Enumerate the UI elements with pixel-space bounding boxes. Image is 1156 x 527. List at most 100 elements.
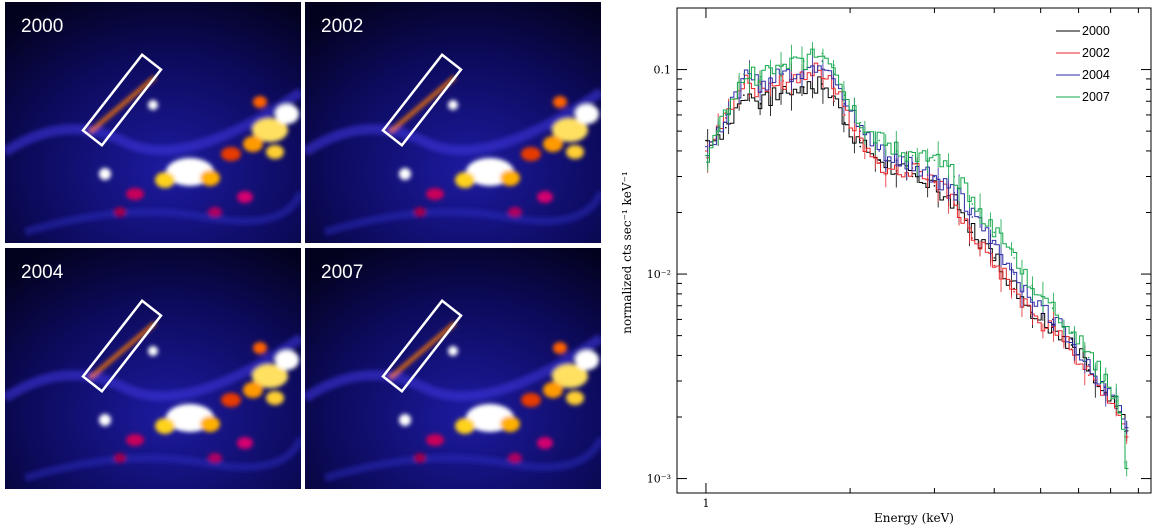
data-point <box>1070 331 1073 333</box>
legend: 2000 2002 2004 2007 <box>1056 24 1110 104</box>
y-tick-label: 10⁻² <box>647 268 671 281</box>
data-point <box>1087 364 1090 366</box>
data-point <box>1124 461 1126 464</box>
image-panel-2004: 2004 <box>5 248 301 489</box>
series-2000 <box>705 74 1129 442</box>
region-box <box>81 53 163 147</box>
data-point <box>743 73 745 75</box>
series-2007 <box>705 41 1129 477</box>
xray-image-2000 <box>5 2 301 243</box>
data-point <box>782 64 785 67</box>
legend-label-2000: 2000 <box>1082 24 1110 38</box>
data-point <box>724 114 727 116</box>
series-2004 <box>705 50 1129 434</box>
data-point <box>1013 290 1015 293</box>
data-point <box>933 185 936 187</box>
data-point <box>705 150 707 152</box>
x-tick-label: 1 <box>702 497 709 510</box>
series-layer <box>705 41 1129 477</box>
data-point <box>705 145 707 148</box>
panel-label-2007: 2007 <box>321 262 364 283</box>
data-point <box>895 150 898 152</box>
data-point <box>1013 273 1015 275</box>
data-point <box>911 162 914 164</box>
x-axis-label: Energy (keV) <box>874 511 954 525</box>
panel-label-2000: 2000 <box>21 16 64 37</box>
data-point <box>1115 411 1118 414</box>
data-point <box>895 172 898 175</box>
data-point <box>1087 356 1090 359</box>
data-point <box>953 203 956 205</box>
data-point <box>782 80 785 82</box>
data-point <box>759 103 762 105</box>
data-point <box>844 121 846 124</box>
series-2002 <box>705 62 1129 444</box>
data-point <box>1103 380 1106 382</box>
xray-image-2002 <box>305 2 601 243</box>
data-point <box>993 257 996 259</box>
region-box <box>381 53 463 147</box>
data-point <box>1087 369 1090 371</box>
data-point <box>802 60 805 62</box>
legend-label-2002: 2002 <box>1082 46 1110 60</box>
data-point <box>993 243 996 245</box>
data-point <box>1051 331 1054 333</box>
data-point <box>895 159 898 162</box>
data-point <box>993 264 996 267</box>
data-point <box>705 154 707 157</box>
data-point <box>1031 284 1033 287</box>
data-point <box>878 159 880 162</box>
data-point <box>705 139 707 142</box>
panel-label-2002: 2002 <box>321 16 364 37</box>
data-point <box>1070 344 1073 346</box>
data-point <box>911 154 914 157</box>
image-panel-2002: 2002 <box>305 2 601 243</box>
data-point <box>1103 386 1106 388</box>
data-point <box>993 231 996 234</box>
legend-label-2007: 2007 <box>1082 90 1110 104</box>
data-point <box>953 175 956 178</box>
data-point <box>1070 348 1073 350</box>
data-point <box>844 114 846 116</box>
image-panel-2000: 2000 <box>5 2 301 243</box>
data-point <box>724 126 727 129</box>
data-point <box>859 139 862 142</box>
data-point <box>743 83 745 85</box>
data-point <box>933 159 936 162</box>
image-grid: 2000 2002 2004 2007 <box>5 2 602 490</box>
data-point <box>724 117 727 119</box>
data-point <box>844 94 846 96</box>
panel-label-2004: 2004 <box>21 262 64 283</box>
data-point <box>759 76 762 78</box>
axis-ticks: 0.1 10⁻² 10⁻³ 1 <box>647 7 1151 510</box>
xray-image-2007 <box>305 248 601 489</box>
data-point <box>971 231 974 234</box>
data-point <box>724 111 727 113</box>
data-point <box>878 139 880 142</box>
data-point <box>971 237 974 239</box>
data-point <box>971 216 974 218</box>
data-point <box>953 191 956 194</box>
data-point <box>802 86 805 88</box>
data-point <box>1070 338 1073 341</box>
y-tick-label: 10⁻³ <box>647 473 671 486</box>
data-point <box>859 145 862 148</box>
data-point <box>1051 318 1054 321</box>
data-point <box>933 181 936 184</box>
data-point <box>1013 257 1015 259</box>
data-point <box>878 162 880 164</box>
region-box <box>381 299 463 393</box>
data-point <box>844 103 846 105</box>
data-point <box>821 52 824 55</box>
data-point <box>971 203 974 205</box>
data-point <box>1051 307 1054 310</box>
y-tick-label: 0.1 <box>654 64 672 77</box>
plot-frame <box>676 7 1152 494</box>
xray-image-2004 <box>5 248 301 489</box>
legend-label-2004: 2004 <box>1082 68 1110 82</box>
data-point <box>933 175 936 178</box>
data-point <box>743 94 745 96</box>
data-point <box>833 64 835 67</box>
data-point <box>782 73 785 75</box>
y-axis-label: normalized cts sec⁻¹ keV⁻¹ <box>620 171 634 333</box>
